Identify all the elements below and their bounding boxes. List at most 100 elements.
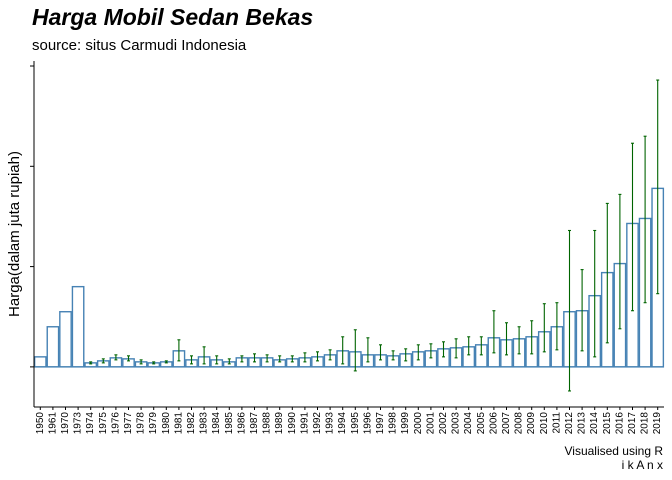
x-tick-label: 2002	[438, 412, 449, 435]
x-tick-label: 2008	[514, 412, 525, 435]
error-bar	[479, 336, 483, 356]
caption-line-1: Visualised using R	[564, 444, 663, 458]
x-tick-label: 2012	[564, 412, 575, 435]
x-tick-label: 1975	[98, 412, 109, 435]
error-bar	[265, 354, 269, 363]
x-tick-label: 1995	[350, 412, 361, 435]
x-tick-label: 1991	[299, 412, 310, 435]
x-tick-label: 2016	[614, 412, 625, 435]
error-bar	[391, 350, 395, 361]
x-tick-label: 2017	[627, 412, 638, 435]
y-axis-label: Harga(dalam juta rupiah)	[6, 151, 23, 317]
x-tick-label: 2001	[425, 412, 436, 435]
x-tick-label: 1998	[388, 412, 399, 435]
x-tick-label: 2004	[463, 412, 474, 435]
error-bar	[278, 355, 282, 363]
x-tick-label: 1981	[173, 412, 184, 435]
bar	[71, 285, 85, 368]
x-tick-label: 1961	[47, 412, 58, 435]
error-bar	[152, 361, 156, 365]
error-bar	[442, 341, 445, 358]
x-tick-label: 1984	[211, 412, 222, 435]
error-bar	[429, 343, 433, 359]
bar	[33, 356, 47, 368]
error-bar	[114, 354, 118, 361]
x-tick-label: 1978	[136, 412, 147, 435]
x-tick-label: 1974	[85, 412, 96, 435]
error-bar	[127, 355, 130, 362]
error-bar	[530, 320, 534, 355]
error-bar	[89, 361, 93, 365]
error-bar	[618, 193, 622, 330]
error-bar	[328, 349, 332, 361]
x-tick-label: 1983	[199, 412, 210, 435]
bar	[46, 326, 60, 368]
error-bar	[190, 355, 193, 365]
x-tick-label: 1970	[60, 412, 71, 435]
bar	[59, 311, 72, 368]
x-tick-label: 1988	[262, 412, 273, 435]
error-bar	[505, 322, 508, 356]
error-bar	[227, 358, 231, 365]
x-tick-label: 2013	[577, 412, 588, 435]
x-tick-label: 1994	[337, 412, 348, 435]
error-bar	[353, 329, 357, 372]
error-bar	[605, 202, 609, 344]
x-tick-label: 2009	[526, 412, 537, 435]
x-tick-label: 2014	[589, 412, 600, 435]
error-bar	[177, 339, 181, 362]
error-bar	[517, 326, 521, 355]
x-tick-label: 2006	[488, 412, 499, 435]
error-bar	[290, 355, 294, 363]
y-axis-ticks	[30, 65, 34, 368]
error-bar	[101, 358, 105, 364]
caption: Visualised using R i k A n x	[564, 444, 663, 472]
x-tick-label: 2010	[539, 412, 550, 435]
x-tick-label: 1997	[375, 412, 386, 435]
error-bar	[542, 303, 546, 353]
x-axis-ticks: 1950 1961 1970 1973 1974 1975 1976 1977 1978 1979…	[35, 407, 663, 434]
x-tick-label: 2003	[451, 412, 462, 435]
error-bar	[568, 229, 571, 392]
x-tick-label: 1992	[312, 412, 323, 435]
x-tick-label: 1976	[110, 412, 121, 435]
error-bar	[139, 359, 143, 365]
x-tick-label: 1977	[123, 412, 134, 435]
error-bar	[492, 310, 496, 354]
error-bar	[593, 229, 597, 358]
x-tick-label: 1979	[148, 412, 159, 435]
error-bar	[643, 135, 647, 304]
error-bar	[303, 352, 307, 363]
error-bar	[366, 337, 370, 363]
x-tick-label: 1980	[161, 412, 172, 435]
error-bar	[467, 336, 471, 356]
x-tick-label: 1993	[325, 412, 336, 435]
error-bar	[316, 351, 319, 362]
x-tick-label: 1999	[400, 412, 411, 435]
error-bar	[631, 142, 634, 312]
error-bar	[656, 79, 660, 295]
error-bar	[454, 338, 458, 359]
x-tick-label: 1996	[362, 412, 373, 435]
x-tick-label: 1989	[274, 412, 285, 435]
error-bar	[202, 346, 206, 365]
x-tick-label: 2019	[652, 412, 663, 435]
error-bar	[580, 269, 584, 352]
x-tick-label: 1987	[249, 412, 260, 435]
x-tick-label: 1990	[287, 412, 298, 435]
x-tick-label: 1986	[236, 412, 247, 435]
chart-marks	[33, 79, 665, 392]
x-tick-label: 1982	[186, 412, 197, 435]
error-bar	[379, 344, 382, 361]
error-bar	[416, 344, 420, 361]
x-tick-label: 1973	[73, 412, 84, 435]
error-bar	[215, 355, 219, 365]
caption-line-2: i k A n x	[621, 458, 663, 472]
x-tick-label: 1950	[35, 412, 46, 435]
chart-subtitle: source: situs Carmudi Indonesia	[32, 37, 247, 54]
x-tick-label: 2007	[501, 412, 512, 435]
x-tick-label: 2018	[640, 412, 651, 435]
error-bar	[341, 336, 345, 365]
x-tick-label: 1985	[224, 412, 235, 435]
